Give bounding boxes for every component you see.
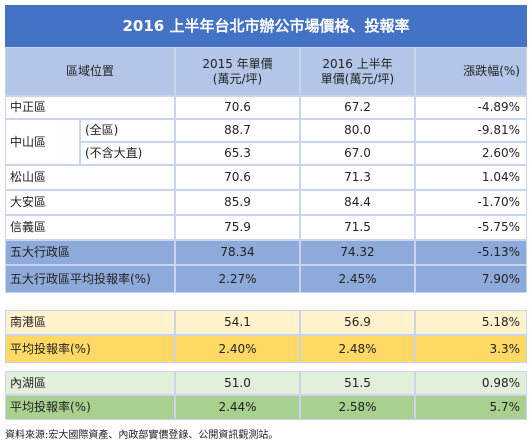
table-cell: 80.0 [300, 119, 415, 142]
table-cell: 75.9 [175, 215, 300, 240]
header-cell: 漲跌幅(%) [415, 47, 527, 96]
table-cell: 2.58% [300, 395, 415, 420]
table-cell: 88.7 [175, 119, 300, 142]
table-cell: 5.18% [415, 310, 527, 335]
header-line: (萬元/坪) [212, 71, 263, 86]
table-cell: 2.40% [175, 335, 300, 363]
table-cell: 70.6 [175, 96, 300, 119]
table-cell: 平均投報率(%) [5, 395, 175, 420]
table-cell: 51.0 [175, 371, 300, 395]
table-cell: 2.60% [415, 142, 527, 165]
table-cell: 大安區 [5, 190, 175, 215]
table-cell: 2.27% [175, 265, 300, 293]
footer: 資料來源:宏大國際資產、內政部實價登錄、公開資訊觀測站。 [5, 430, 279, 441]
table-cell: 70.6 [175, 165, 300, 190]
table-cell: 74.32 [300, 240, 415, 265]
table-cell: 信義區 [5, 215, 175, 240]
table-cell: 71.5 [300, 215, 415, 240]
table-cell: -5.13% [415, 240, 527, 265]
table-cell: 85.9 [175, 190, 300, 215]
table-cell: (全區) [80, 119, 175, 142]
table-cell: (不含大直) [80, 142, 175, 165]
table-cell: 5.7% [415, 395, 527, 420]
table-cell: 3.3% [415, 335, 527, 363]
table-cell: -4.89% [415, 96, 527, 119]
table-cell: 1.04% [415, 165, 527, 190]
table-cell: -5.75% [415, 215, 527, 240]
title: 2016 上半年台北市辦公市場價格、投報率 [5, 5, 527, 47]
table-cell: 51.5 [300, 371, 415, 395]
header-cell: 2015 年單價 (萬元/坪) [175, 47, 300, 96]
table-cell: 67.0 [300, 142, 415, 165]
table-cell: 71.3 [300, 165, 415, 190]
table-cell: 65.3 [175, 142, 300, 165]
table-cell: 54.1 [175, 310, 300, 335]
header-line: 漲跌幅(%) [463, 64, 520, 78]
table-cell: 2.45% [300, 265, 415, 293]
header-line: 2015 年單價 [202, 56, 273, 71]
header-line: 區域位置 [65, 64, 114, 78]
table-cell: 中山區 [5, 119, 80, 165]
table-cell: 78.34 [175, 240, 300, 265]
table-cell: 五大行政區平均投報率(%) [5, 265, 175, 293]
table-cell: 0.98% [415, 371, 527, 395]
table-cell: 平均投報率(%) [5, 335, 175, 363]
table-cell: 內湖區 [5, 371, 175, 395]
table-cell: 2.48% [300, 335, 415, 363]
table-cell: -1.70% [415, 190, 527, 215]
table-cell: 67.2 [300, 96, 415, 119]
table-cell: 松山區 [5, 165, 175, 190]
table-cell: 中正區 [5, 96, 175, 119]
table-cell: 84.4 [300, 190, 415, 215]
table-cell: 南港區 [5, 310, 175, 335]
header-cell: 區域位置 [5, 47, 175, 96]
table-cell: 56.9 [300, 310, 415, 335]
table-cell: -9.81% [415, 119, 527, 142]
table-cell: 五大行政區 [5, 240, 175, 265]
table-cell: 7.90% [415, 265, 527, 293]
header-cell: 2016 上半年 單價(萬元/坪) [300, 47, 415, 96]
header-line: 單價(萬元/坪) [320, 71, 395, 86]
header-line: 2016 上半年 [322, 56, 393, 71]
table-cell: 2.44% [175, 395, 300, 420]
